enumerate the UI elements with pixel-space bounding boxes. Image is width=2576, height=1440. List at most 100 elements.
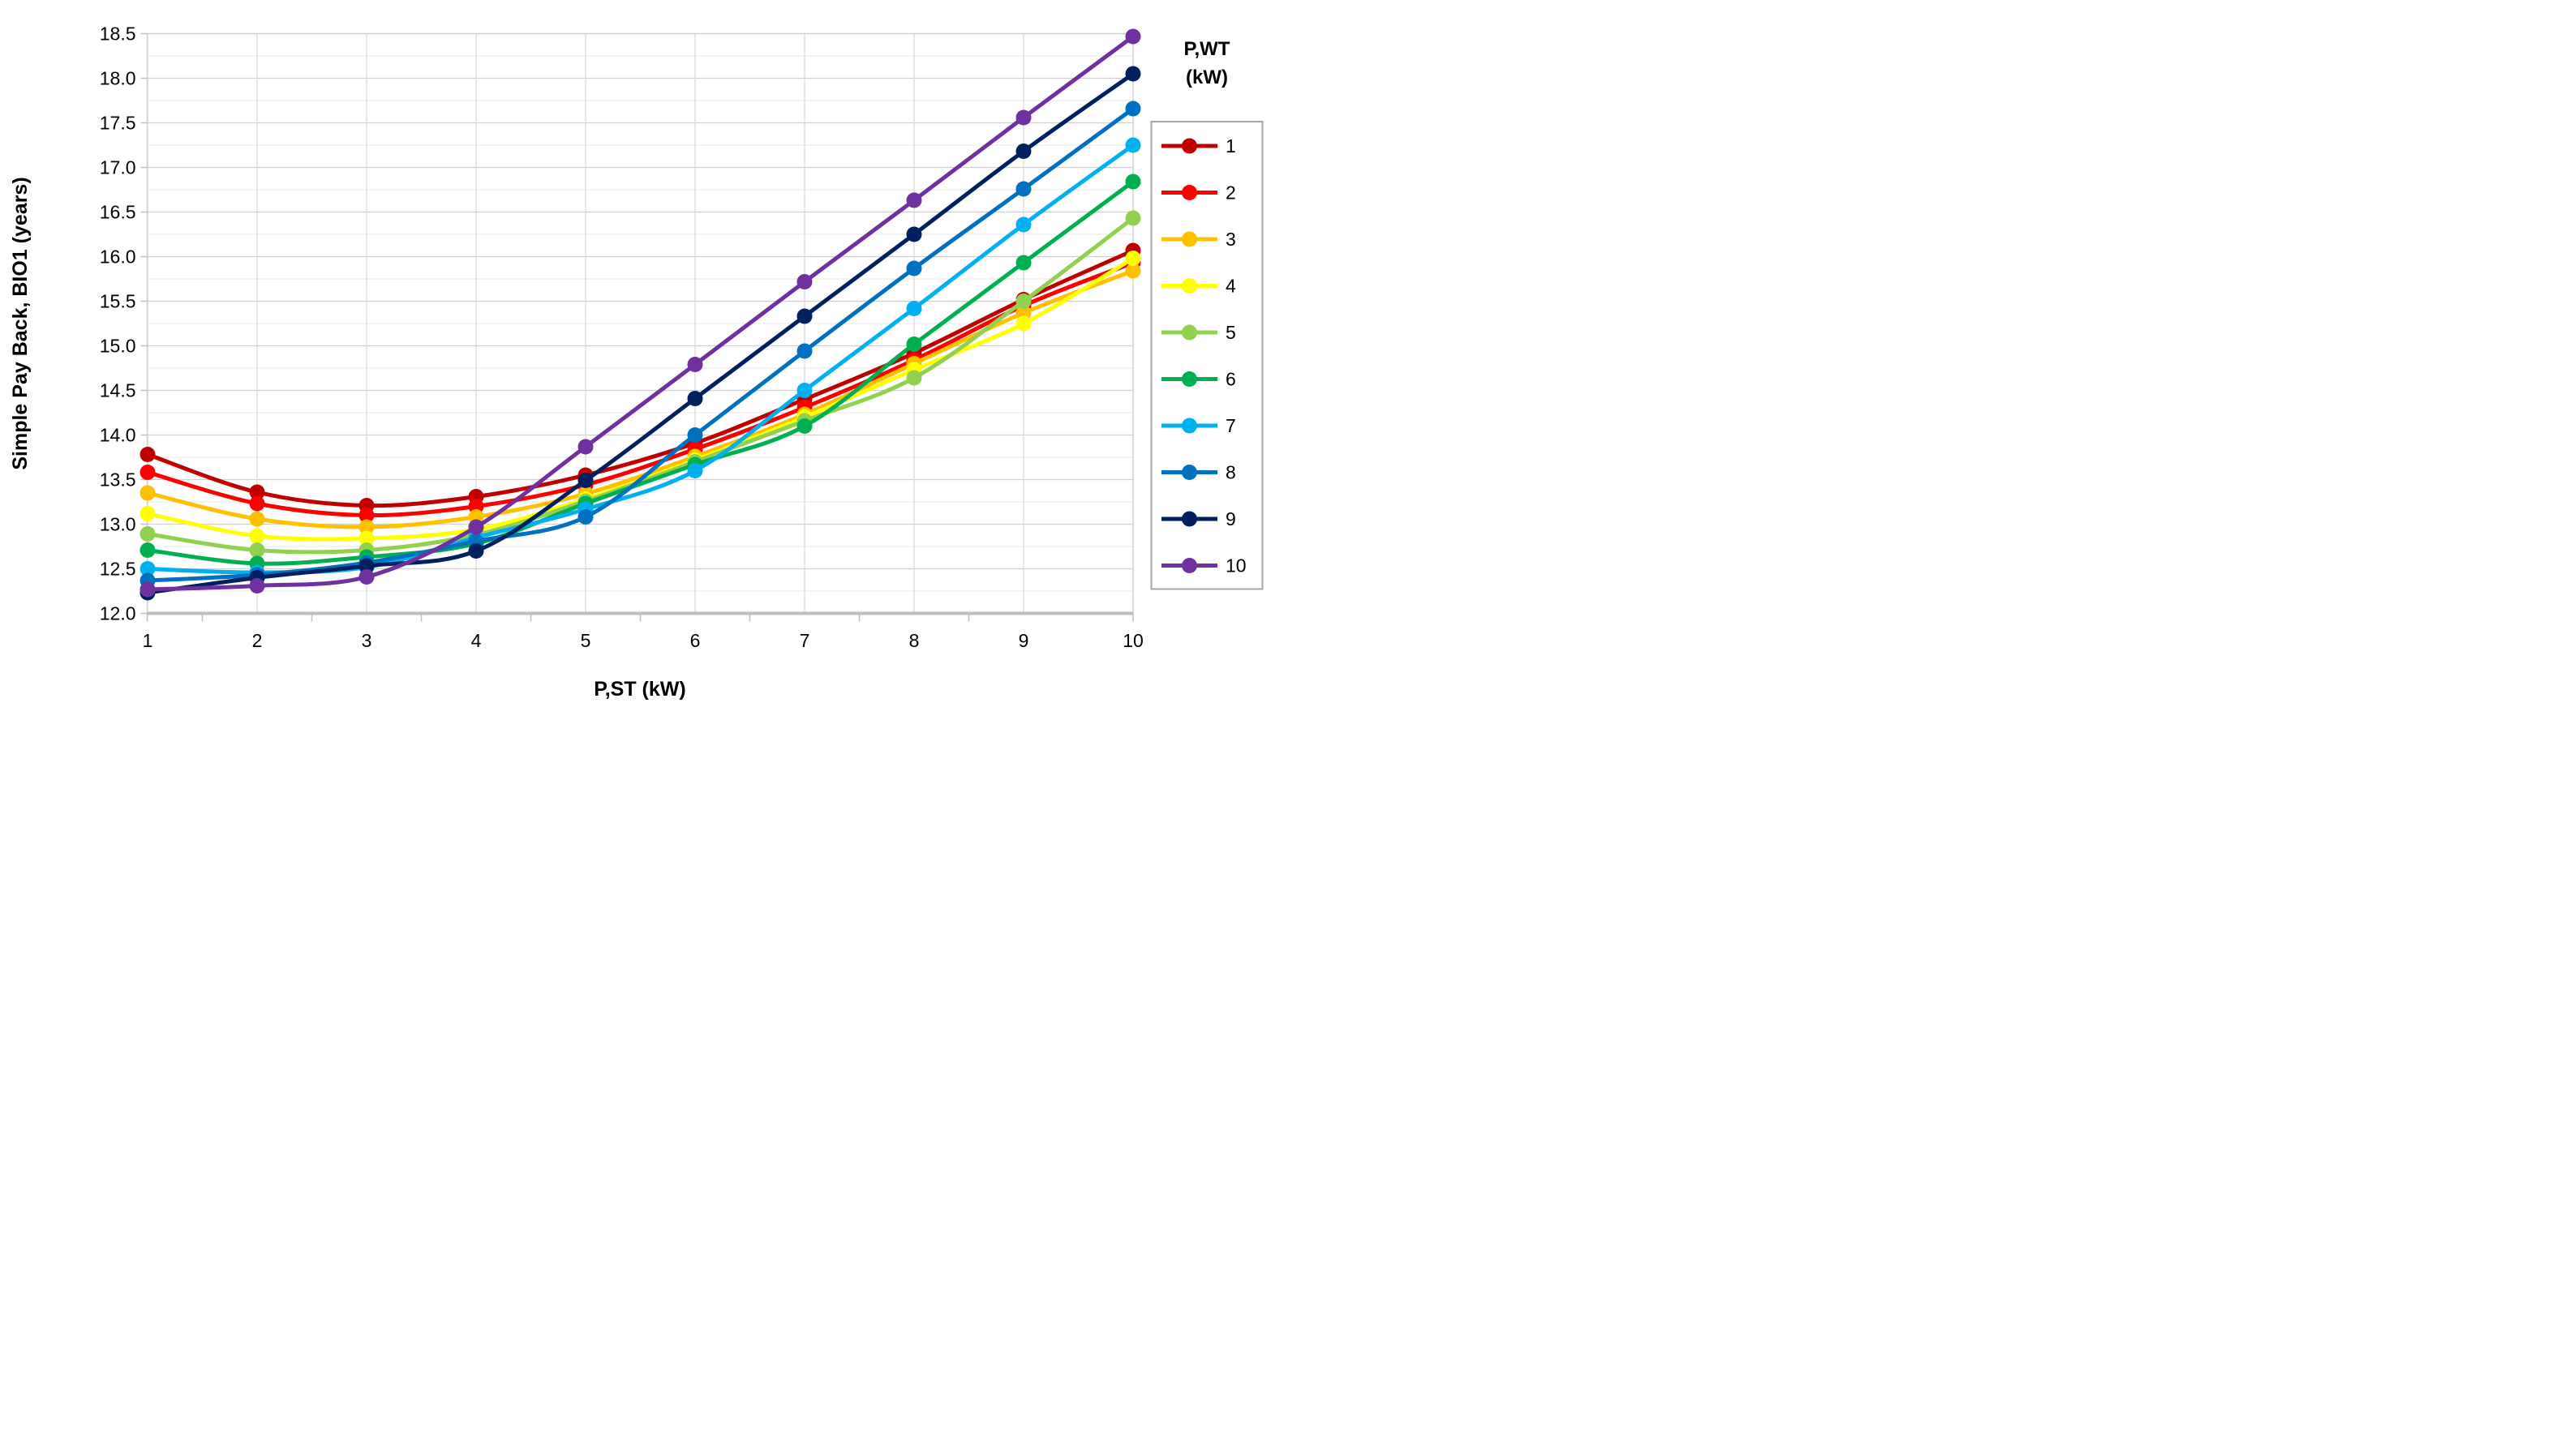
data-point-series-8 (796, 343, 813, 359)
data-point-series-7 (140, 561, 156, 576)
legend: P,WT (kW) 1 2 3 4 5 6 7 8 9 10 (1150, 38, 1264, 590)
y-tick-label: 16.5 (100, 202, 136, 223)
data-point-series-10 (140, 581, 156, 598)
payback-line-chart: 12.0 12.5 13.0 13.5 14.0 14.5 15.0 15.5 16.0 16.5… (0, 0, 1288, 720)
legend-swatch-marker (1182, 371, 1197, 387)
legend-swatch-marker (1182, 231, 1197, 247)
data-point-series-7 (687, 463, 703, 478)
data-point-series-10 (577, 439, 594, 455)
y-tick-label: 12.0 (100, 603, 136, 624)
y-tick-label: 18.0 (100, 68, 136, 89)
x-tick-label: 10 (1123, 630, 1144, 651)
legend-swatch-marker (1182, 558, 1197, 573)
data-point-series-5 (249, 542, 265, 558)
chart-svg: 12.0 12.5 13.0 13.5 14.0 14.5 15.0 15.5 16.0 16.5… (0, 0, 1288, 720)
data-point-series-8 (906, 260, 922, 276)
series-group (140, 28, 1141, 601)
x-tick-label: 3 (362, 630, 372, 651)
tick-labels-group: 12.0 12.5 13.0 13.5 14.0 14.5 15.0 15.5 16.0 16.5… (100, 24, 1144, 652)
x-tick-label: 6 (690, 630, 701, 651)
legend-swatch-marker (1182, 465, 1197, 480)
x-tick-label: 9 (1019, 630, 1029, 651)
data-point-series-6 (906, 336, 922, 352)
data-point-series-6 (1015, 255, 1032, 271)
x-tick-label: 4 (471, 630, 482, 651)
data-point-series-9 (1015, 144, 1032, 159)
y-tick-label: 14.0 (100, 425, 136, 446)
data-point-series-9 (468, 543, 484, 559)
data-point-series-2 (249, 495, 265, 512)
gridlines-group (146, 32, 1134, 615)
data-point-series-9 (687, 391, 703, 406)
data-point-series-10 (1125, 28, 1141, 45)
data-point-series-9 (796, 308, 813, 324)
y-tick-label: 14.5 (100, 380, 136, 401)
x-axis-title: P,ST (kW) (594, 678, 685, 701)
x-tick-label: 1 (143, 630, 153, 651)
data-point-series-10 (1015, 109, 1032, 126)
data-point-series-5 (1015, 294, 1032, 309)
legend-swatch-marker (1182, 278, 1197, 294)
data-point-series-3 (249, 511, 265, 527)
data-point-series-6 (140, 542, 156, 558)
data-point-series-2 (140, 465, 156, 480)
y-tick-label: 13.5 (100, 469, 136, 491)
data-point-series-4 (1015, 315, 1032, 332)
data-point-series-3 (1015, 305, 1032, 321)
legend-item-label: 5 (1226, 322, 1236, 343)
data-point-series-9 (906, 226, 922, 242)
legend-title-line1: P,WT (1184, 38, 1230, 60)
data-point-series-8 (1015, 181, 1032, 197)
legend-item-label: 3 (1226, 229, 1236, 250)
legend-swatch-marker (1182, 138, 1197, 154)
series-line-10 (145, 34, 1136, 592)
legend-items-group: 1 2 3 4 5 6 7 8 9 10 (1150, 121, 1264, 590)
data-point-series-6 (796, 418, 813, 434)
data-point-series-4 (358, 530, 375, 546)
legend-item-label: 6 (1226, 369, 1236, 390)
legend-item-label: 1 (1226, 135, 1236, 156)
data-point-series-7 (1015, 216, 1032, 233)
data-point-series-9 (577, 473, 594, 488)
legend-item-label: 10 (1226, 555, 1247, 576)
legend-item-label: 9 (1226, 508, 1236, 529)
legend-item-label: 4 (1226, 276, 1236, 297)
y-tick-label: 12.5 (100, 559, 136, 580)
legend-title-line2: (kW) (1186, 66, 1228, 88)
y-tick-label: 15.5 (100, 291, 136, 312)
data-point-series-7 (906, 301, 922, 316)
data-point-series-5 (1125, 210, 1141, 226)
y-axis-title: Simple Pay Back, BIO1 (years) (9, 177, 32, 469)
data-point-series-1 (140, 447, 156, 462)
data-point-series-3 (1125, 263, 1141, 279)
data-point-series-6 (1125, 174, 1141, 190)
legend-swatch-marker (1182, 418, 1197, 434)
y-tick-label: 18.5 (100, 24, 136, 45)
data-point-series-10 (906, 192, 922, 208)
series-line-8 (145, 106, 1136, 583)
data-point-series-3 (140, 485, 156, 501)
legend-box (1150, 121, 1264, 590)
x-tick-label: 2 (252, 630, 263, 651)
data-point-series-7 (796, 383, 813, 398)
data-point-series-4 (249, 528, 265, 544)
y-tick-label: 15.0 (100, 336, 136, 357)
legend-item-label: 7 (1226, 415, 1236, 436)
data-point-series-8 (687, 427, 703, 443)
legend-item-label: 2 (1226, 182, 1236, 204)
y-tick-label: 17.5 (100, 113, 136, 134)
data-point-series-4 (140, 506, 156, 521)
data-point-series-7 (1125, 137, 1141, 153)
data-point-series-10 (687, 357, 703, 372)
data-point-series-1 (249, 484, 265, 500)
x-tick-label: 5 (581, 630, 591, 651)
data-point-series-9 (358, 558, 375, 574)
data-point-series-2 (358, 508, 375, 523)
data-point-series-4 (1125, 251, 1141, 266)
legend-swatch-marker (1182, 324, 1197, 341)
series-line-1 (145, 248, 1136, 508)
x-tick-label: 8 (909, 630, 920, 651)
data-point-series-5 (906, 370, 922, 386)
data-point-series-10 (468, 519, 484, 535)
data-point-series-5 (140, 526, 156, 542)
